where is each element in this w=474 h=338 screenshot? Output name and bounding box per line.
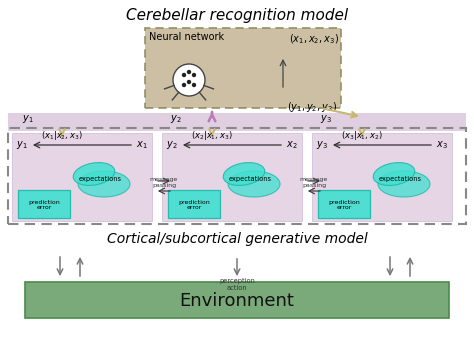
Text: $y_3$: $y_3$: [316, 139, 328, 151]
Text: prediction
error: prediction error: [178, 200, 210, 210]
FancyBboxPatch shape: [12, 133, 152, 221]
Ellipse shape: [228, 171, 280, 197]
Text: $(x_1, x_2, x_3)$: $(x_1, x_2, x_3)$: [289, 32, 339, 46]
Ellipse shape: [373, 163, 415, 186]
Circle shape: [192, 83, 196, 87]
Text: $y_1$: $y_1$: [22, 113, 34, 125]
Text: perception
action: perception action: [219, 278, 255, 291]
Text: $(x_1|x_2, x_3)$: $(x_1|x_2, x_3)$: [41, 129, 83, 142]
Text: Environment: Environment: [180, 292, 294, 310]
Ellipse shape: [78, 171, 130, 197]
Text: $y_1$: $y_1$: [16, 139, 27, 151]
Circle shape: [182, 83, 186, 87]
Text: message
passing: message passing: [300, 177, 328, 188]
Text: $(x_3|x_1, x_2)$: $(x_3|x_1, x_2)$: [341, 129, 383, 142]
Ellipse shape: [223, 163, 265, 186]
Text: Neural network: Neural network: [149, 32, 224, 42]
Text: expectations: expectations: [379, 176, 421, 182]
FancyBboxPatch shape: [25, 282, 449, 318]
Text: prediction
error: prediction error: [28, 200, 60, 210]
Text: Cerebellar recognition model: Cerebellar recognition model: [126, 8, 348, 23]
Circle shape: [187, 70, 191, 74]
Text: message
passing: message passing: [150, 177, 178, 188]
Text: $y_2$: $y_2$: [166, 139, 178, 151]
Text: $x_1$: $x_1$: [137, 139, 148, 151]
FancyBboxPatch shape: [145, 28, 341, 108]
Text: $(x_2|x_1, x_3)$: $(x_2|x_1, x_3)$: [191, 129, 233, 142]
Text: $x_2$: $x_2$: [286, 139, 298, 151]
FancyBboxPatch shape: [18, 190, 70, 218]
Text: $x_3$: $x_3$: [436, 139, 448, 151]
Text: $y_3$: $y_3$: [320, 113, 332, 125]
Circle shape: [187, 80, 191, 84]
FancyBboxPatch shape: [8, 113, 466, 131]
Text: $(y_1, y_2, y_3)$: $(y_1, y_2, y_3)$: [287, 100, 337, 114]
Circle shape: [182, 73, 186, 77]
Text: expectations: expectations: [228, 176, 272, 182]
Text: Cortical/subcortical generative model: Cortical/subcortical generative model: [107, 232, 367, 246]
Ellipse shape: [378, 171, 430, 197]
Text: expectations: expectations: [79, 176, 121, 182]
Circle shape: [173, 64, 205, 96]
FancyBboxPatch shape: [318, 190, 370, 218]
FancyBboxPatch shape: [312, 133, 452, 221]
Ellipse shape: [73, 163, 115, 186]
FancyBboxPatch shape: [168, 190, 220, 218]
Text: prediction
error: prediction error: [328, 200, 360, 210]
Text: $y_2$: $y_2$: [170, 113, 182, 125]
Circle shape: [192, 73, 196, 77]
FancyBboxPatch shape: [162, 133, 302, 221]
